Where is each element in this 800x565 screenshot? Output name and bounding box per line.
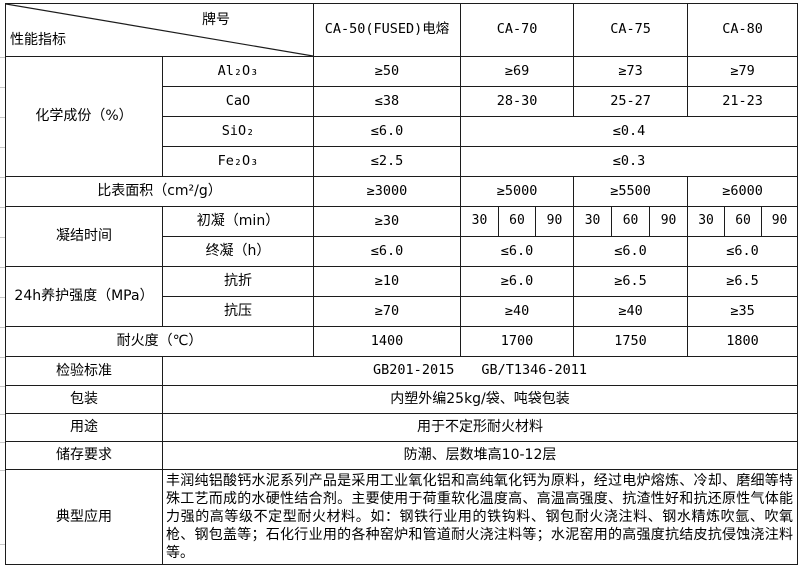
row-label-storage: 储存要求 <box>5 441 163 470</box>
row-label-standard: 检验标准 <box>5 356 163 386</box>
diagonal-line <box>6 4 313 56</box>
table-row: 比表面积（cm²/g） ≥3000 ≥5000 ≥5500 ≥6000 <box>5 176 799 207</box>
row-group-chemical: 化学成份（%） <box>5 56 163 177</box>
row-label-packaging: 包装 <box>5 385 163 414</box>
cell-compressive-ca75: ≥40 <box>573 296 689 327</box>
row-label-cao: CaO <box>162 86 314 117</box>
table-row: 用途 用于不定形耐火材料 <box>5 413 799 442</box>
header-metric-label: 性能指标 <box>10 32 66 48</box>
row-label-compressive: 抗压 <box>162 296 314 327</box>
header-brand-label: 牌号 <box>202 12 230 28</box>
row-label-al2o3: Al₂O₃ <box>162 56 314 87</box>
cell-sio2-ca50: ≤6.0 <box>313 116 461 147</box>
row-label-flexural: 抗折 <box>162 266 314 297</box>
cell-final-ca50: ≤6.0 <box>313 236 461 267</box>
table-row: 储存要求 防潮、层数堆高10-12层 <box>5 441 799 470</box>
cell-refractoriness-ca50: 1400 <box>313 326 461 357</box>
table-row: 24h养护强度（MPa） 抗折 ≥10 ≥6.0 ≥6.5 ≥6.5 <box>5 266 799 327</box>
cell-cao-ca50: ≤38 <box>313 86 461 117</box>
cell-cao-ca80: 21-23 <box>687 86 799 117</box>
table-row: 终凝（h） ≤6.0 ≤6.0 ≤6.0 ≤6.0 <box>6 236 799 267</box>
cell-fe2o3-ca50: ≤2.5 <box>313 146 461 177</box>
row-label-usage: 用途 <box>5 413 163 442</box>
column-header-ca80: CA-80 <box>687 3 799 57</box>
table-row: SiO₂ ≤6.0 ≤0.4 <box>6 116 799 147</box>
cell-storage-value: 防潮、层数堆高10-12层 <box>161 441 799 470</box>
cell-compressive-ca80: ≥35 <box>687 296 799 327</box>
cell-surface-ca50: ≥3000 <box>313 176 461 207</box>
table-row: 典型应用 丰润纯铝酸钙水泥系列产品是采用工业氧化铝和高纯氧化钙为原料，经过电炉熔… <box>5 469 799 565</box>
table-row: 牌号 性能指标 CA-50(FUSED)电熔 CA-70 CA-75 CA-80 <box>5 3 799 57</box>
product-spec-table: 牌号 性能指标 CA-50(FUSED)电熔 CA-70 CA-75 CA-80… <box>5 3 799 565</box>
cell-final-ca80: ≤6.0 <box>687 236 799 267</box>
cell-initial-ca70-60: 60 <box>498 206 536 237</box>
table-row: 耐火度（℃） 1400 1700 1750 1800 <box>5 326 799 357</box>
cell-initial-ca80-60: 60 <box>724 206 763 237</box>
cell-cao-ca75: 25-27 <box>573 86 689 117</box>
column-header-ca75: CA-75 <box>573 3 689 57</box>
cell-flexural-ca50: ≥10 <box>313 266 461 297</box>
cell-flexural-ca75: ≥6.5 <box>573 266 689 297</box>
column-header-ca70: CA-70 <box>459 3 575 57</box>
cell-refractoriness-ca70: 1700 <box>459 326 575 357</box>
table-row: 包装 内塑外编25kg/袋、吨袋包装 <box>5 385 799 414</box>
cell-final-ca75: ≤6.0 <box>573 236 689 267</box>
row-label-initial-set: 初凝（min） <box>162 206 314 237</box>
cell-initial-ca50: ≥30 <box>313 206 461 237</box>
cell-cao-ca70: 28-30 <box>459 86 575 117</box>
cell-fe2o3-others: ≤0.3 <box>459 146 799 177</box>
cell-flexural-ca70: ≥6.0 <box>459 266 575 297</box>
table-row: 凝结时间 初凝（min） ≥30 30 60 90 30 60 90 30 60… <box>5 206 799 267</box>
cell-al2o3-ca70: ≥69 <box>459 56 575 87</box>
cell-packaging-value: 内塑外编25kg/袋、吨袋包装 <box>161 385 799 414</box>
cell-compressive-ca70: ≥40 <box>459 296 575 327</box>
cell-surface-ca70: ≥5000 <box>459 176 575 207</box>
cell-usage-value: 用于不定形耐火材料 <box>161 413 799 442</box>
cell-initial-ca70-30: 30 <box>460 206 499 237</box>
row-label-refractoriness: 耐火度（℃） <box>5 326 314 357</box>
row-group-strength: 24h养护强度（MPa） <box>5 266 163 327</box>
cell-initial-ca75-90: 90 <box>649 206 689 237</box>
table-row: 抗压 ≥70 ≥40 ≥40 ≥35 <box>6 296 799 327</box>
table-row: 检验标准 GB201-2015 GB/T1346-2011 <box>5 356 799 386</box>
row-label-typical-application: 典型应用 <box>5 469 163 565</box>
diagonal-header-cell: 牌号 性能指标 <box>5 3 314 57</box>
gridline-ticks-left <box>0 57 5 58</box>
cell-initial-ca80-90: 90 <box>761 206 799 237</box>
cell-standard-value: GB201-2015 GB/T1346-2011 <box>161 356 799 386</box>
cell-initial-ca75-30: 30 <box>573 206 613 237</box>
table-row: CaO ≤38 28-30 25-27 21-23 <box>6 86 799 117</box>
row-label-sio2: SiO₂ <box>162 116 314 147</box>
cell-surface-ca80: ≥6000 <box>687 176 799 207</box>
cell-al2o3-ca80: ≥79 <box>687 56 799 87</box>
row-label-fe2o3: Fe₂O₃ <box>162 146 314 177</box>
cell-sio2-others: ≤0.4 <box>459 116 799 147</box>
table-row: Fe₂O₃ ≤2.5 ≤0.3 <box>6 146 799 177</box>
cell-initial-ca80-30: 30 <box>687 206 726 237</box>
table-row: 化学成份（%） Al₂O₃ ≥50 ≥69 ≥73 ≥79 <box>5 56 799 177</box>
cell-al2o3-ca75: ≥73 <box>573 56 689 87</box>
row-label-surface-area: 比表面积（cm²/g） <box>5 176 314 207</box>
cell-compressive-ca50: ≥70 <box>313 296 461 327</box>
cell-initial-ca70-90: 90 <box>534 206 575 237</box>
cell-al2o3-ca50: ≥50 <box>313 56 461 87</box>
cell-refractoriness-ca80: 1800 <box>687 326 799 357</box>
cell-flexural-ca80: ≥6.5 <box>687 266 799 297</box>
column-header-ca50: CA-50(FUSED)电熔 <box>313 3 461 57</box>
row-group-setting-time: 凝结时间 <box>5 206 163 267</box>
cell-initial-ca75-60: 60 <box>611 206 651 237</box>
cell-final-ca70: ≤6.0 <box>459 236 575 267</box>
cell-refractoriness-ca75: 1750 <box>573 326 689 357</box>
cell-surface-ca75: ≥5500 <box>573 176 689 207</box>
cell-typical-application-value: 丰润纯铝酸钙水泥系列产品是采用工业氧化铝和高纯氧化钙为原料，经过电炉熔炼、冷却、… <box>161 469 799 565</box>
row-label-final-set: 终凝（h） <box>162 236 314 267</box>
